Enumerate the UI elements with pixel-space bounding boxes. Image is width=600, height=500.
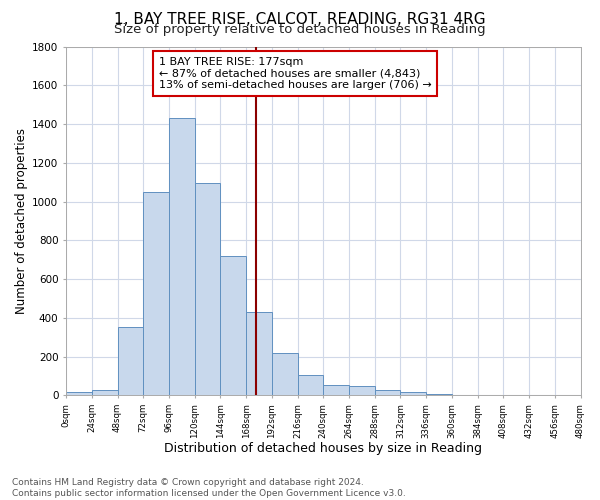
Bar — [220, 256, 246, 396]
X-axis label: Distribution of detached houses by size in Reading: Distribution of detached houses by size … — [164, 442, 482, 455]
Bar — [246, 312, 272, 396]
Bar — [272, 352, 298, 396]
Bar — [426, 394, 452, 396]
Bar — [143, 192, 169, 396]
Bar — [66, 392, 92, 396]
Bar — [298, 375, 323, 396]
Text: 1, BAY TREE RISE, CALCOT, READING, RG31 4RG: 1, BAY TREE RISE, CALCOT, READING, RG31 … — [114, 12, 486, 28]
Text: 1 BAY TREE RISE: 177sqm
← 87% of detached houses are smaller (4,843)
13% of semi: 1 BAY TREE RISE: 177sqm ← 87% of detache… — [158, 57, 431, 90]
Bar — [323, 384, 349, 396]
Text: Contains HM Land Registry data © Crown copyright and database right 2024.
Contai: Contains HM Land Registry data © Crown c… — [12, 478, 406, 498]
Bar — [400, 392, 426, 396]
Y-axis label: Number of detached properties: Number of detached properties — [15, 128, 28, 314]
Bar — [375, 390, 400, 396]
Text: Size of property relative to detached houses in Reading: Size of property relative to detached ho… — [114, 22, 486, 36]
Bar — [349, 386, 375, 396]
Bar — [118, 328, 143, 396]
Bar — [92, 390, 118, 396]
Bar — [169, 118, 194, 396]
Bar — [194, 183, 220, 396]
